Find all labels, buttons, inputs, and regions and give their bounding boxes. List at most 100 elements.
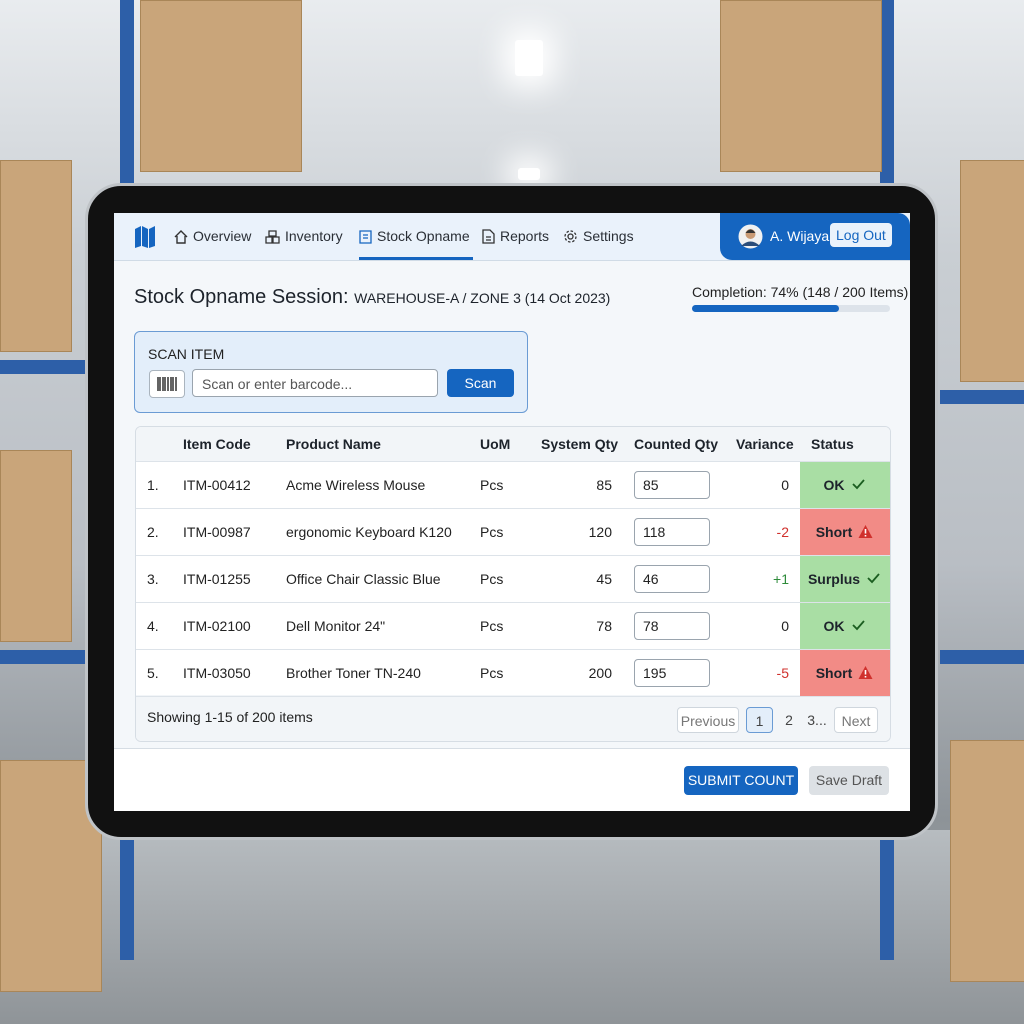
page-button[interactable]: 3... bbox=[807, 712, 827, 728]
items-table: Item Code Product Name UoM System Qty Counte… bbox=[135, 426, 891, 742]
system-qty: 200 bbox=[588, 665, 612, 681]
session-heading: Stock Opname Session: bbox=[134, 286, 349, 308]
item-code: ITM-03050 bbox=[183, 665, 251, 681]
counted-qty-input[interactable]: 85 bbox=[634, 471, 710, 499]
table-row: 4. ITM-02100 Dell Monitor 24" Pcs 78 78 0 OK bbox=[136, 603, 890, 649]
row-number: 1. bbox=[147, 477, 159, 493]
app-logo bbox=[135, 226, 155, 248]
shelf-beam bbox=[0, 360, 90, 374]
nav-item[interactable]: Settings bbox=[563, 213, 634, 260]
item-code: ITM-00412 bbox=[183, 477, 251, 493]
row-divider bbox=[136, 461, 890, 462]
save-draft-button[interactable]: Save Draft bbox=[809, 766, 889, 795]
row-divider bbox=[136, 602, 890, 603]
variance: -5 bbox=[776, 665, 789, 681]
status-label: Short bbox=[815, 665, 853, 681]
nav-item[interactable]: Overview bbox=[174, 213, 251, 260]
progress-fill bbox=[692, 305, 839, 312]
row-divider bbox=[136, 508, 890, 509]
page-button[interactable]: Next bbox=[834, 707, 878, 733]
table-row: 5. ITM-03050 Brother Toner TN-240 Pcs 200 195… bbox=[136, 650, 890, 696]
logout-button[interactable]: Log Out bbox=[830, 223, 892, 247]
table-row: 3. ITM-01255 Office Chair Classic Blue Pcs 4… bbox=[136, 556, 890, 602]
shelf-beam bbox=[940, 650, 1024, 664]
variance: -2 bbox=[776, 524, 789, 540]
uom: Pcs bbox=[480, 524, 504, 540]
row-divider bbox=[136, 555, 890, 556]
inventory-icon bbox=[265, 230, 280, 244]
page-button-active[interactable]: 1 bbox=[746, 707, 773, 733]
completion-text: Completion: 74% (148 / 200 Items) bbox=[692, 284, 909, 300]
status-label: OK bbox=[823, 477, 845, 493]
counted-qty-input[interactable]: 118 bbox=[634, 518, 710, 546]
app-screen: Overview Inventory Stock Opname Reports … bbox=[114, 213, 910, 811]
nav-item[interactable]: Inventory bbox=[265, 213, 343, 260]
column-header: Status bbox=[811, 436, 854, 452]
table-header: Item Code Product Name UoM System Qty Counte… bbox=[136, 427, 890, 461]
item-code: ITM-00987 bbox=[183, 524, 251, 540]
nav-label: Stock Opname bbox=[377, 228, 470, 244]
row-number: 2. bbox=[147, 524, 159, 540]
barcode-icon bbox=[149, 370, 185, 398]
showing-text: Showing 1-15 of 200 items bbox=[147, 709, 313, 725]
column-header: Item Code bbox=[183, 436, 251, 452]
status-label: OK bbox=[823, 618, 845, 634]
status-icon bbox=[851, 479, 865, 490]
scan-button[interactable]: Scan bbox=[447, 369, 514, 397]
nav-bar: Overview Inventory Stock Opname Reports … bbox=[114, 213, 910, 261]
status-label: Short bbox=[815, 524, 853, 540]
nav-item[interactable]: Reports bbox=[482, 213, 549, 260]
submit-button[interactable]: SUBMIT COUNT bbox=[684, 766, 798, 795]
column-header: Product Name bbox=[286, 436, 381, 452]
column-header: Variance bbox=[736, 436, 794, 452]
column-header: Counted Qty bbox=[634, 436, 718, 452]
product-name: Brother Toner TN-240 bbox=[286, 665, 421, 681]
status-cell: Short bbox=[800, 509, 890, 555]
nav-label: Settings bbox=[583, 228, 634, 244]
counted-qty-input[interactable]: 78 bbox=[634, 612, 710, 640]
counted-qty-input[interactable]: 195 bbox=[634, 659, 710, 687]
barcode-input[interactable]: Scan or enter barcode... bbox=[192, 369, 438, 397]
user-panel: A. Wijaya Log Out bbox=[720, 213, 910, 260]
boxes bbox=[0, 160, 72, 352]
clipboard-icon bbox=[359, 230, 372, 244]
uom: Pcs bbox=[480, 571, 504, 587]
product-name: Acme Wireless Mouse bbox=[286, 477, 426, 493]
system-qty: 78 bbox=[596, 618, 612, 634]
status-label: Surplus bbox=[807, 571, 861, 587]
gear-icon bbox=[564, 230, 577, 243]
product-name: Office Chair Classic Blue bbox=[286, 571, 441, 587]
progress-track bbox=[692, 305, 890, 312]
ceiling-light bbox=[518, 168, 540, 180]
variance: 0 bbox=[781, 618, 789, 634]
system-qty: 85 bbox=[596, 477, 612, 493]
nav-label: Overview bbox=[193, 228, 252, 244]
system-qty: 120 bbox=[588, 524, 612, 540]
item-code: ITM-01255 bbox=[183, 571, 251, 587]
product-name: Dell Monitor 24" bbox=[286, 618, 386, 634]
user-name: A. Wijaya bbox=[770, 228, 830, 244]
home-icon bbox=[174, 230, 188, 244]
session-title: Stock Opname Session: WAREHOUSE-A / ZONE… bbox=[134, 286, 610, 309]
boxes bbox=[0, 450, 72, 642]
product-name: ergonomic Keyboard K120 bbox=[286, 524, 452, 540]
page-button[interactable]: 2 bbox=[785, 712, 793, 728]
status-cell: OK bbox=[800, 603, 890, 649]
uom: Pcs bbox=[480, 477, 504, 493]
variance: 0 bbox=[781, 477, 789, 493]
status-icon bbox=[851, 620, 865, 631]
nav-item-active[interactable]: Stock Opname bbox=[359, 213, 473, 260]
row-number: 3. bbox=[147, 571, 159, 587]
counted-qty-input[interactable]: 46 bbox=[634, 565, 710, 593]
nav-label: Inventory bbox=[285, 228, 343, 244]
boxes bbox=[960, 160, 1024, 382]
table-row: 2. ITM-00987 ergonomic Keyboard K120 Pcs 120… bbox=[136, 509, 890, 555]
boxes bbox=[950, 740, 1024, 982]
row-number: 4. bbox=[147, 618, 159, 634]
uom: Pcs bbox=[480, 665, 504, 681]
row-number: 5. bbox=[147, 665, 159, 681]
status-icon bbox=[858, 666, 873, 679]
page-button[interactable]: Previous bbox=[677, 707, 739, 733]
boxes bbox=[140, 0, 302, 172]
